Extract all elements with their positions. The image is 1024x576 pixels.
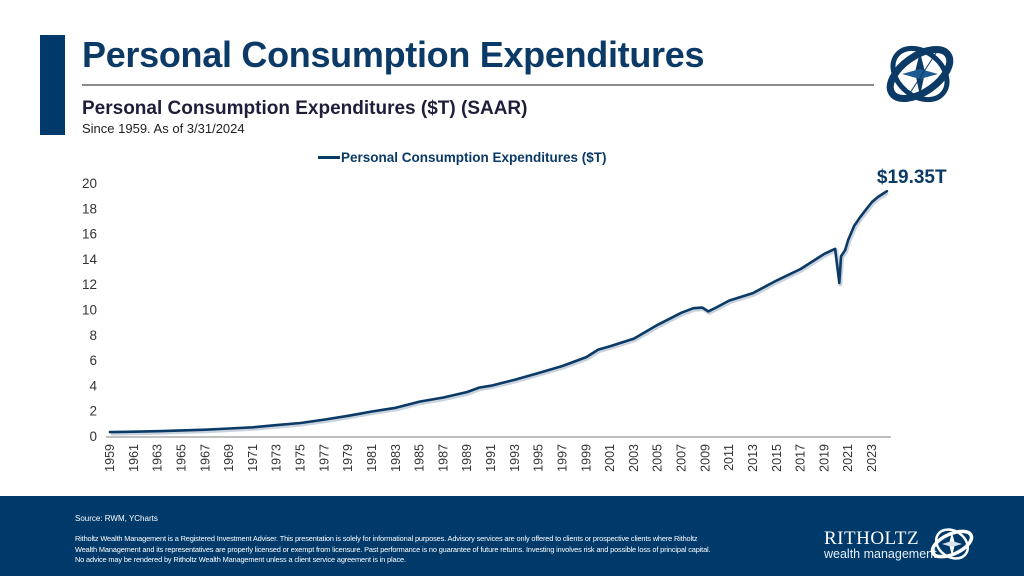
- y-tick-label: 16: [82, 227, 97, 242]
- x-tick-label: 1983: [389, 444, 403, 472]
- x-tick-label: 2021: [841, 444, 855, 472]
- y-tick-label: 6: [89, 353, 97, 368]
- compass-globe-icon: [886, 45, 954, 103]
- y-tick-label: 0: [89, 429, 97, 444]
- y-tick-label: 14: [82, 252, 98, 267]
- y-tick-label: 20: [82, 176, 97, 191]
- x-tick-label: 2017: [794, 444, 808, 472]
- y-tick-label: 18: [82, 201, 97, 216]
- x-tick-label: 2005: [651, 444, 665, 472]
- series-line: [108, 189, 889, 434]
- accent-bar: [40, 35, 65, 135]
- x-tick-label: 1969: [222, 444, 236, 472]
- title-divider: [82, 84, 874, 86]
- brand-tagline: wealth management: [824, 547, 937, 561]
- source-note: Source: RWM, YCharts: [75, 514, 158, 523]
- legend-label: Personal Consumption Expenditures ($T): [341, 150, 607, 165]
- footer-band: [0, 496, 1024, 576]
- x-tick-label: 2011: [722, 444, 736, 471]
- x-tick-label: 1993: [508, 444, 522, 472]
- footer-brand-logo: RITHOLTZ wealth management: [824, 528, 937, 561]
- x-tick-label: 1963: [151, 444, 165, 472]
- x-tick-label: 1989: [460, 444, 474, 472]
- x-tick-label: 2001: [603, 444, 617, 472]
- x-tick-label: 1975: [294, 444, 308, 472]
- x-tick-label: 2023: [865, 444, 879, 472]
- y-tick-label: 2: [89, 404, 97, 419]
- pce-line-chart: 0 2 4 6 8 10 12 14 16 18 20 1959 1961 1963 1965 1967 196…: [82, 167, 947, 472]
- y-tick-label: 4: [89, 378, 97, 393]
- x-tick-label: 1995: [532, 444, 546, 472]
- brand-name: RITHOLTZ: [824, 528, 920, 549]
- x-tick-label: 1985: [413, 444, 427, 472]
- chart-legend: Personal Consumption Expenditures ($T): [318, 150, 607, 165]
- page-title: Personal Consumption Expenditures: [82, 34, 705, 75]
- chart-subtitle: Personal Consumption Expenditures ($T) (…: [82, 98, 528, 119]
- x-tick-label: 2009: [698, 444, 712, 472]
- x-tick-label: 1979: [341, 444, 355, 472]
- x-tick-label: 1971: [246, 444, 260, 472]
- x-tick-label: 2003: [627, 444, 641, 472]
- y-tick-label: 8: [89, 328, 97, 343]
- x-tick-label: 1961: [127, 444, 141, 472]
- x-tick-label: 1991: [484, 444, 498, 472]
- y-tick-label: 10: [82, 303, 97, 318]
- x-tick-label: 1959: [103, 444, 117, 472]
- x-tick-label: 1977: [317, 444, 331, 472]
- x-tick-label: 2007: [675, 444, 689, 472]
- x-tick-label: 1997: [555, 444, 569, 472]
- chart-note: Since 1959. As of 3/31/2024: [82, 121, 245, 136]
- legend-swatch: [318, 156, 340, 159]
- x-tick-label: 1981: [365, 444, 379, 472]
- x-tick-label: 1973: [270, 444, 284, 472]
- x-tick-label: 2013: [746, 444, 760, 472]
- x-tick-label: 2019: [817, 444, 831, 472]
- x-tick-label: 2015: [770, 444, 784, 472]
- x-tick-label: 1967: [198, 444, 212, 472]
- x-tick-label: 1999: [579, 444, 593, 472]
- y-tick-label: 12: [82, 277, 97, 292]
- compass-globe-icon: [930, 528, 974, 560]
- end-value-label: $19.35T: [877, 167, 947, 188]
- x-tick-label: 1965: [174, 444, 188, 472]
- x-tick-label: 1987: [436, 444, 450, 472]
- series-line-shadow: [110, 191, 889, 436]
- disclaimer-text: Ritholtz Wealth Management is a Register…: [75, 534, 711, 564]
